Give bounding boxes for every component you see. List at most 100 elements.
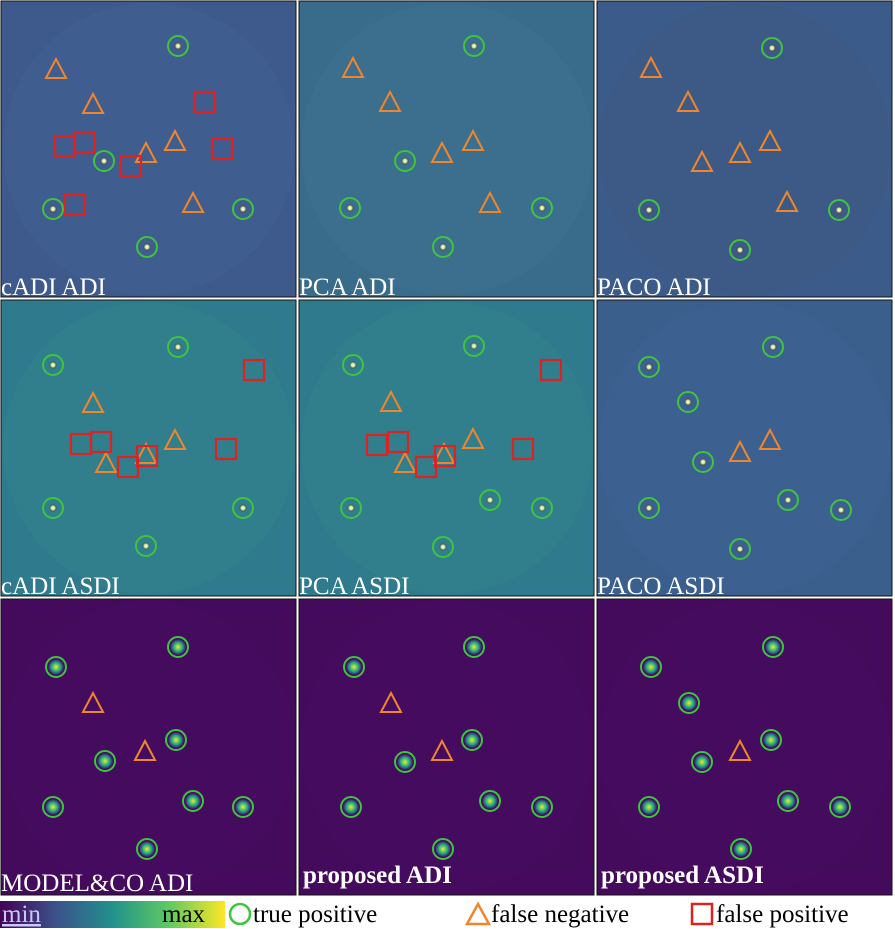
true-positive-marker [638,497,660,519]
true-positive-marker [340,796,362,818]
false-negative-marker [639,55,663,78]
legend-false-negative: false negative [491,901,629,928]
panel-disk [301,3,593,295]
source-dot [143,243,151,251]
legend-false-positive: false positive [716,901,849,928]
false-negative-marker [690,149,714,172]
false-positive-marker [242,358,266,382]
panel-label: PCA ASDI [299,573,409,600]
true-positive-marker [638,796,660,818]
false-negative-marker [378,89,402,112]
true-positive-marker [830,499,852,521]
source-blob [765,639,781,655]
source-dot [346,204,354,212]
legend-circle [228,902,252,926]
false-negative-marker [758,128,782,151]
true-positive-marker [730,838,752,860]
false-positive-marker [63,193,87,217]
false-negative-marker [478,190,502,213]
false-negative-marker [461,128,485,151]
panel: PACO ASDI [596,299,893,600]
source-dot [349,361,357,369]
colorbar [0,901,225,928]
false-negative-marker [134,441,158,464]
true-positive-marker [463,636,485,658]
true-positive-marker [762,336,784,358]
true-positive-marker [432,236,454,258]
false-positive-marker [119,154,143,178]
source-blob [832,799,848,815]
colorbar-max: max [162,901,206,928]
panel-label: PACO ADI [597,274,711,301]
source-dot [49,205,57,213]
false-positive-marker [72,131,96,155]
false-negative-marker [393,450,417,473]
false-negative-marker [432,441,456,464]
colorbar-min: min [2,901,41,928]
source-dot [470,342,478,350]
panel-disk [599,302,891,594]
panel-label: cADI ASDI [1,573,120,600]
true-positive-marker [45,656,67,678]
source-blob [168,732,184,748]
false-negative-marker [728,140,752,163]
false-negative-marker [133,738,157,761]
source-dot [645,504,653,512]
true-positive-marker [692,451,714,473]
source-dot [768,44,776,52]
legend-true-positive: true positive [253,901,377,928]
true-positive-marker [729,239,751,261]
false-positive-marker [89,430,113,454]
source-blob [435,841,451,857]
source-dot [49,361,57,369]
false-positive-marker [511,437,535,461]
panel-disk [301,601,593,893]
source-dot [684,398,692,406]
false-negative-marker [81,690,105,713]
source-dot [239,504,247,512]
source-dot [538,504,546,512]
false-negative-marker [379,690,403,713]
true-positive-marker [42,198,64,220]
source-dot [100,157,108,165]
true-positive-marker [531,497,553,519]
panel: PCA ADI [298,0,595,301]
source-blob [643,659,659,675]
source-blob [235,799,251,815]
source-blob [343,799,359,815]
source-blob [97,753,113,769]
source-dot [49,504,57,512]
true-positive-marker [638,199,660,221]
source-dot [837,506,845,514]
source-dot [769,343,777,351]
false-negative-marker [430,140,454,163]
true-positive-marker [42,796,64,818]
panel-label: PCA ADI [299,274,396,301]
panels: cADI ADI PCA ADI PACO ADI cADI ASDI PCA ASDI… [0,0,893,897]
source-dot [439,543,447,551]
true-positive-marker [461,729,483,751]
false-negative-marker [134,140,158,163]
false-negative-marker [81,91,105,114]
true-positive-marker [394,751,416,773]
false-positive-marker [135,444,159,468]
legend-square [690,902,714,926]
false-negative-marker [461,426,485,449]
source-dot [174,42,182,50]
source-blob [170,639,186,655]
true-positive-marker [167,636,189,658]
false-positive-marker [539,358,563,382]
true-positive-marker [777,489,799,511]
panel: proposed ASDI [596,598,893,896]
false-positive-marker [214,437,238,461]
true-positive-marker [691,751,713,773]
true-positive-marker [94,750,116,772]
panel-label: proposed ASDI [601,862,764,889]
source-dot [347,504,355,512]
true-positive-marker [165,729,187,751]
false-negative-marker [728,439,752,462]
source-dot [835,206,843,214]
source-blob [466,639,482,655]
panel: cADI ASDI [0,299,297,600]
false-positive-marker [386,430,410,454]
